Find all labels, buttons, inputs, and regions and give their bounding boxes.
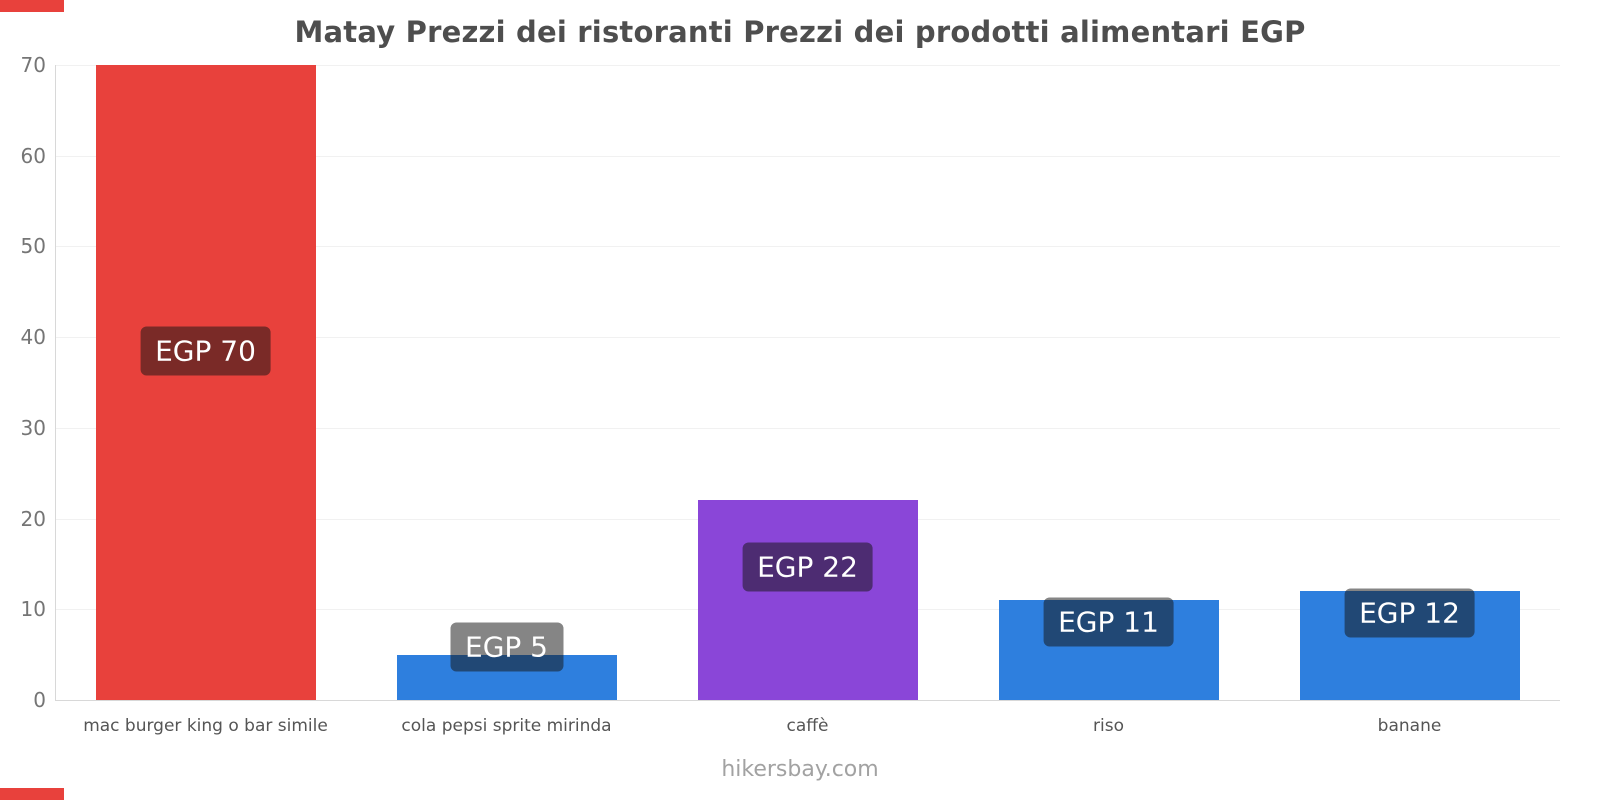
y-axis-tick-label: 0 bbox=[33, 688, 46, 712]
y-axis-tick-label: 10 bbox=[20, 597, 46, 622]
footer-watermark: hikersbay.com bbox=[721, 757, 879, 782]
y-axis-tick-label: 70 bbox=[20, 53, 46, 77]
top-left-accent-mark bbox=[0, 0, 64, 12]
bottom-left-accent-mark bbox=[0, 788, 64, 800]
y-axis-tick-label: 60 bbox=[20, 143, 46, 168]
x-axis-line bbox=[55, 700, 1560, 701]
value-badge: EGP 11 bbox=[1043, 597, 1174, 647]
x-axis-category-label: riso bbox=[1093, 716, 1124, 736]
gridline bbox=[55, 65, 1560, 66]
y-axis-tick-label: 30 bbox=[20, 415, 46, 440]
gridline bbox=[55, 337, 1560, 339]
x-axis-category-label: cola pepsi sprite mirinda bbox=[401, 716, 612, 736]
bar-3 bbox=[697, 500, 918, 700]
y-axis-tick-label: 20 bbox=[20, 506, 46, 531]
gridline bbox=[55, 427, 1560, 429]
x-axis-category-label: banane bbox=[1377, 716, 1442, 736]
gridline bbox=[55, 155, 1560, 157]
gridline bbox=[55, 246, 1560, 248]
value-badge: EGP 5 bbox=[450, 622, 563, 672]
value-badge: EGP 70 bbox=[140, 326, 271, 376]
y-axis-line bbox=[55, 65, 56, 700]
x-axis-category-label: mac burger king o bar simile bbox=[83, 716, 328, 736]
y-axis-tick-label: 40 bbox=[20, 325, 46, 350]
x-axis-category-label: caffè bbox=[786, 716, 829, 736]
bar-1 bbox=[95, 65, 316, 700]
chart-title: Matay Prezzi dei ristoranti Prezzi dei p… bbox=[294, 15, 1306, 49]
value-badge: EGP 12 bbox=[1344, 588, 1475, 638]
value-badge: EGP 22 bbox=[742, 542, 873, 592]
y-axis-tick-label: 50 bbox=[20, 234, 46, 259]
